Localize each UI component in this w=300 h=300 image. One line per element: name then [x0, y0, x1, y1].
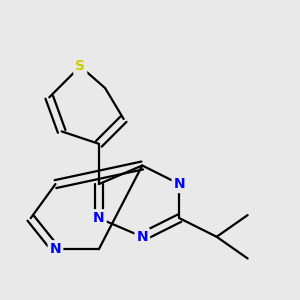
Text: N: N [93, 211, 105, 225]
Text: S: S [75, 59, 85, 73]
Text: N: N [174, 177, 185, 191]
Text: N: N [136, 230, 148, 244]
Text: N: N [50, 242, 61, 256]
